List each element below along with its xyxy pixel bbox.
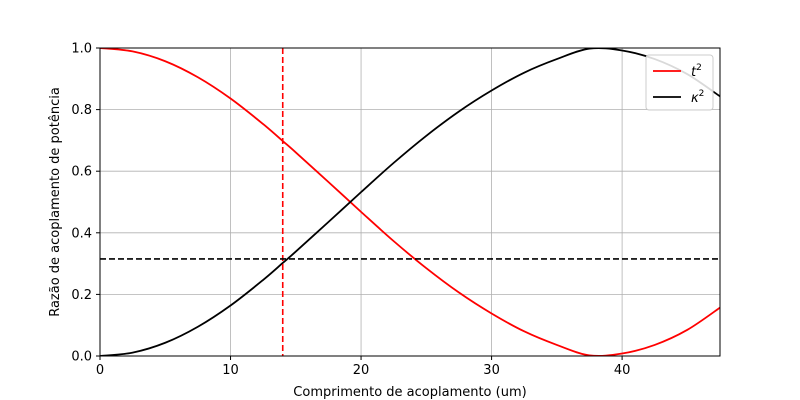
- x-axis-label: Comprimento de acoplamento (um): [293, 385, 526, 400]
- x-tick-label: 0: [96, 363, 104, 378]
- y-tick-label: 1.0: [71, 42, 92, 57]
- series-line-t-squared: [100, 48, 720, 356]
- series-group: [100, 48, 720, 356]
- y-tick-label: 0.6: [71, 165, 92, 180]
- axes-frame: [99, 47, 721, 357]
- legend-box: [645, 54, 714, 111]
- x-tick-label: 20: [353, 363, 370, 378]
- legend-entry-label: κ2: [691, 89, 704, 106]
- y-tick-label: 0.8: [71, 103, 92, 118]
- x-tick-label: 30: [483, 363, 500, 378]
- x-tick-label: 40: [614, 363, 631, 378]
- series-line-kappa-squared: [100, 48, 720, 356]
- plot-area: 0 10 20 30 40 0.0 0.2 0.4 0.6 0.8 1.0 t2 κ2: [71, 42, 721, 378]
- y-tick-label: 0.2: [71, 288, 92, 303]
- legend-entry-label: t2: [691, 63, 702, 80]
- y-tick-label: 0.0: [71, 350, 92, 365]
- legend: t2 κ2: [645, 54, 714, 111]
- y-tick-label: 0.4: [71, 226, 92, 241]
- x-tick-label: 10: [222, 363, 239, 378]
- y-axis-label: Razão de acoplamento de potência: [48, 87, 63, 317]
